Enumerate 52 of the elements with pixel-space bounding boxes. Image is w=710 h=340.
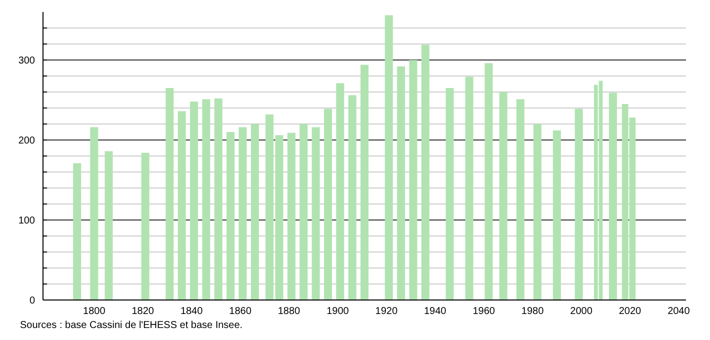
x-tick-label: 1980 — [521, 306, 544, 317]
x-tick-label: 2040 — [668, 306, 690, 317]
bar — [300, 124, 308, 300]
x-tick-label: 1880 — [278, 306, 301, 317]
bar — [484, 63, 493, 300]
bar — [226, 132, 235, 300]
x-tick-label: 1840 — [180, 306, 204, 317]
bar — [499, 92, 508, 300]
x-tick-label: 1960 — [472, 306, 496, 317]
bar — [324, 108, 332, 300]
bar — [104, 151, 113, 300]
x-tick-label: 1900 — [326, 306, 350, 317]
bar — [312, 127, 320, 300]
bar — [141, 152, 150, 300]
bar — [533, 124, 542, 300]
bar — [266, 114, 274, 300]
x-tick-label: 1940 — [424, 306, 447, 317]
bar — [574, 108, 583, 300]
bar — [202, 99, 210, 300]
x-tick-label: 1920 — [375, 306, 398, 317]
bar — [336, 83, 344, 300]
bar — [409, 60, 418, 300]
y-tick-label: 200 — [18, 136, 36, 146]
bar — [275, 135, 284, 300]
x-tick-label: 2020 — [618, 306, 642, 317]
x-tick-label: 1820 — [132, 306, 154, 317]
bar — [73, 163, 82, 300]
bar — [348, 95, 356, 300]
x-tick-label: 1860 — [229, 306, 252, 317]
bar — [446, 88, 454, 300]
bar — [552, 130, 561, 300]
bar — [360, 64, 368, 300]
y-tick-label: 300 — [18, 56, 36, 66]
bar — [465, 76, 474, 300]
bar — [516, 99, 524, 300]
x-tick-label: 2000 — [570, 306, 593, 317]
bar — [608, 92, 617, 300]
x-tick-label: 1800 — [83, 306, 106, 317]
bar — [250, 124, 259, 300]
bar — [384, 15, 393, 300]
bar — [166, 88, 174, 300]
bar — [190, 102, 198, 300]
bar — [178, 111, 186, 300]
bar — [90, 127, 98, 300]
bar — [214, 98, 222, 300]
bar — [421, 44, 430, 300]
source-note: Sources : base Cassini de l'EHESS et base Insee. — [20, 320, 243, 331]
y-tick-label: 0 — [29, 296, 36, 306]
bar — [287, 132, 296, 300]
y-tick-label: 100 — [18, 216, 36, 226]
bar — [397, 66, 406, 300]
bar — [238, 127, 247, 300]
